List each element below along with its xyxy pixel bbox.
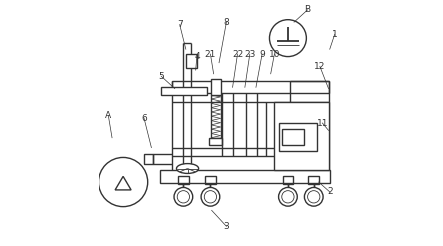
Text: 1: 1 (332, 30, 338, 39)
Circle shape (98, 157, 148, 207)
Circle shape (304, 187, 323, 206)
Text: 5: 5 (158, 72, 164, 81)
Bar (274, 102, 329, 170)
Text: 7: 7 (177, 20, 183, 29)
Text: 12: 12 (314, 62, 326, 71)
Bar (283, 176, 293, 184)
Circle shape (201, 187, 220, 206)
Circle shape (204, 191, 217, 203)
Text: 10: 10 (268, 50, 280, 59)
Bar (211, 95, 221, 138)
Circle shape (282, 191, 294, 203)
Bar (161, 87, 207, 95)
Text: 11: 11 (317, 119, 328, 127)
Ellipse shape (176, 164, 198, 173)
Bar (186, 54, 197, 68)
Bar (211, 79, 221, 95)
Text: 2: 2 (327, 187, 333, 196)
Text: 3: 3 (224, 222, 229, 231)
Circle shape (174, 187, 193, 206)
Text: A: A (105, 111, 111, 120)
Bar (279, 123, 318, 151)
Text: 4: 4 (194, 52, 200, 61)
Circle shape (307, 191, 320, 203)
Text: 23: 23 (244, 50, 256, 59)
Text: B: B (304, 5, 311, 14)
Text: 21: 21 (205, 50, 216, 59)
Circle shape (279, 187, 297, 206)
Text: 6: 6 (141, 114, 147, 123)
Bar (144, 154, 153, 164)
Circle shape (269, 20, 307, 57)
Circle shape (177, 191, 190, 203)
Text: 8: 8 (224, 18, 229, 27)
Bar (209, 138, 222, 145)
Bar (308, 176, 319, 184)
Bar (172, 81, 329, 93)
Bar (160, 170, 330, 183)
Polygon shape (115, 176, 131, 190)
Text: 9: 9 (259, 50, 265, 59)
Text: 22: 22 (232, 50, 243, 59)
Bar (282, 129, 304, 145)
Bar (178, 176, 189, 184)
Bar (205, 176, 216, 184)
